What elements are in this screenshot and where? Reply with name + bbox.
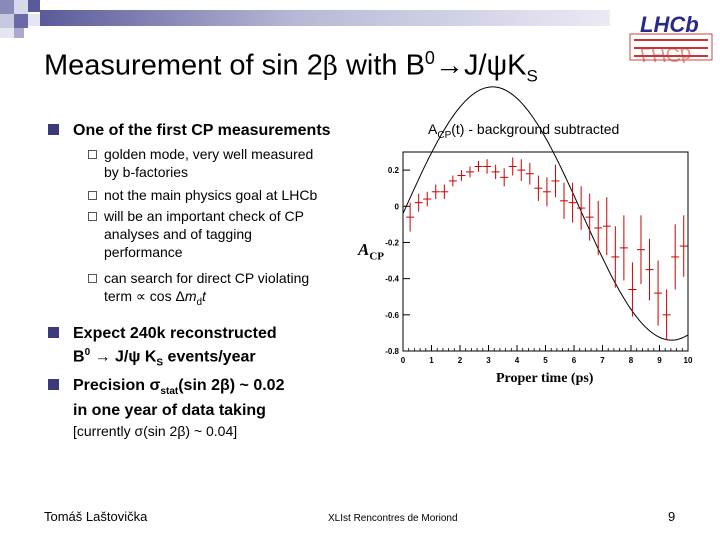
logo-text: LHCb	[640, 12, 699, 37]
deco-square	[14, 28, 24, 38]
sub-bullet-square	[88, 274, 97, 283]
bullet-square	[48, 379, 59, 390]
sub-bullet-text: can search for direct CP violating term …	[104, 270, 310, 308]
y-tick-label: 0	[395, 202, 400, 211]
x-tick-label: 2	[458, 356, 463, 365]
x-tick-label: 1	[429, 356, 434, 365]
bullet-text: One of the first CP measurements	[73, 122, 331, 139]
sub-bullet-square	[88, 191, 97, 200]
deco-square	[14, 14, 28, 28]
x-axis-label: Proper time (ps)	[496, 371, 594, 386]
x-tick-label: 0	[401, 356, 406, 365]
bullet-square	[48, 124, 59, 135]
lhcb-logo: LHCb LHCb	[628, 4, 714, 66]
sub-bullet-square	[88, 212, 97, 221]
logo-text-mirror: LHCb	[640, 43, 691, 65]
x-tick-label: 7	[600, 356, 605, 365]
y-axis-label: ACP	[358, 240, 385, 263]
header-gradient-bar	[40, 10, 610, 26]
deco-square	[28, 14, 40, 26]
deco-square	[0, 0, 14, 14]
y-tick-label: -0.4	[385, 275, 399, 284]
x-tick-label: 9	[657, 356, 662, 365]
page-number: 9	[668, 509, 676, 524]
deco-square	[28, 0, 40, 12]
bullet-note: [currently σ(sin 2β) ~ 0.04]	[73, 423, 238, 439]
y-tick-label: -0.2	[385, 238, 399, 247]
deco-square	[0, 28, 14, 38]
plot-frame	[402, 151, 689, 352]
x-tick-label: 4	[515, 356, 520, 365]
sub-bullet-text: not the main physics goal at LHCb	[104, 187, 318, 203]
sub-bullet-square	[88, 150, 97, 159]
x-tick-label: 6	[572, 356, 577, 365]
footer-author: Tomáš Laštovička	[44, 509, 148, 524]
bullet-text: Expect 240k reconstructed B0 → J/ψ KS ev…	[73, 325, 277, 369]
deco-square	[14, 0, 28, 14]
sub-bullet-text: golden mode, very well measured by b-fact…	[104, 146, 314, 180]
slide-title: Measurement of sin 2β with B0→J/ψKS	[44, 48, 538, 86]
bullet-text: Precision σstat(sin 2β) ~ 0.02 in one ye…	[73, 377, 285, 420]
bullet-square	[48, 327, 59, 338]
x-tick-label: 3	[486, 356, 491, 365]
x-tick-label: 10	[684, 356, 693, 365]
x-tick-label: 5	[543, 356, 548, 365]
y-tick-label: -0.6	[385, 311, 399, 320]
y-tick-label: 0.2	[388, 166, 400, 175]
deco-square	[0, 14, 14, 28]
chart-title: ACP(t) - background subtracted	[428, 121, 620, 141]
y-tick-label: -0.8	[385, 347, 399, 356]
x-tick-label: 8	[629, 356, 634, 365]
sub-bullet-text: will be an important check of CP analyses…	[104, 208, 304, 260]
footer-conference: XLIst Rencontres de Moriond	[328, 513, 458, 524]
